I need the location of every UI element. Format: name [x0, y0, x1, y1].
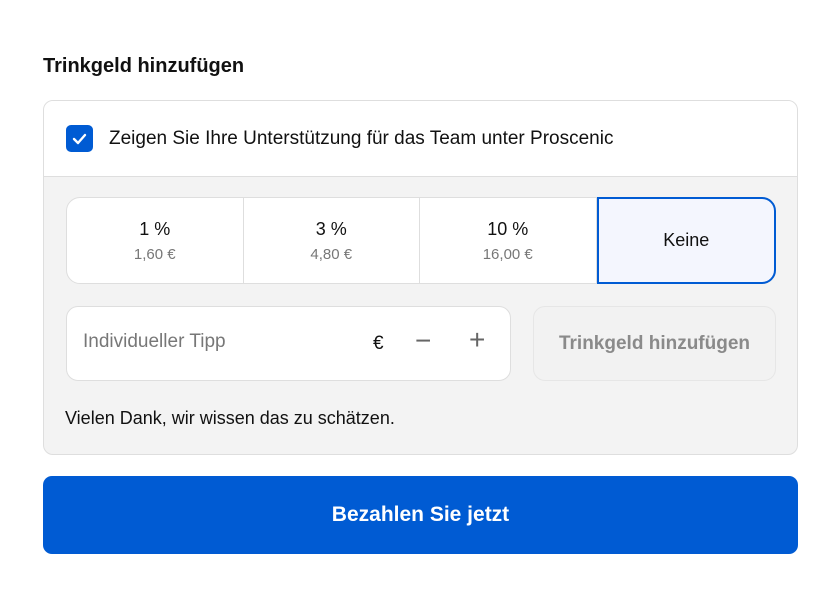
tip-option-3[interactable]: 3 % 4,80 €: [244, 198, 420, 283]
tip-option-10[interactable]: 10 % 16,00 €: [420, 198, 597, 283]
tip-card: Zeigen Sie Ihre Unterstützung für das Te…: [43, 100, 798, 455]
thanks-text: Vielen Dank, wir wissen das zu schätzen.: [65, 408, 395, 428]
support-label[interactable]: Zeigen Sie Ihre Unterstützung für das Te…: [109, 128, 614, 149]
checkmark-icon: [72, 133, 87, 145]
tip-amount: 1,60 €: [133, 245, 176, 263]
support-checkbox[interactable]: [66, 125, 93, 152]
increment-button[interactable]: +: [469, 324, 486, 355]
tip-option-1[interactable]: 1 % 1,60 €: [67, 198, 244, 283]
pay-now-button[interactable]: Bezahlen Sie jetzt: [43, 476, 798, 554]
tip-none-label: Keine: [663, 230, 710, 250]
section-title: Trinkgeld hinzufügen: [43, 55, 245, 77]
tip-percent: 3 %: [315, 218, 347, 239]
tip-percent: 10 %: [487, 218, 529, 239]
custom-tip-input[interactable]: [83, 331, 343, 353]
tip-amount: 4,80 €: [310, 245, 353, 263]
support-row: Zeigen Sie Ihre Unterstützung für das Te…: [44, 101, 797, 177]
decrement-button[interactable]: −: [415, 325, 432, 356]
tip-option-none[interactable]: Keine: [596, 197, 776, 284]
currency-symbol: €: [373, 333, 384, 354]
tip-amount: 16,00 €: [482, 245, 533, 263]
add-tip-button[interactable]: Trinkgeld hinzufügen: [533, 306, 776, 381]
custom-tip-field: € − +: [66, 306, 511, 381]
tip-percent: 1 %: [139, 218, 171, 239]
tip-options: 1 % 1,60 € 3 % 4,80 € 10 % 16,00 € Keine: [66, 197, 776, 284]
